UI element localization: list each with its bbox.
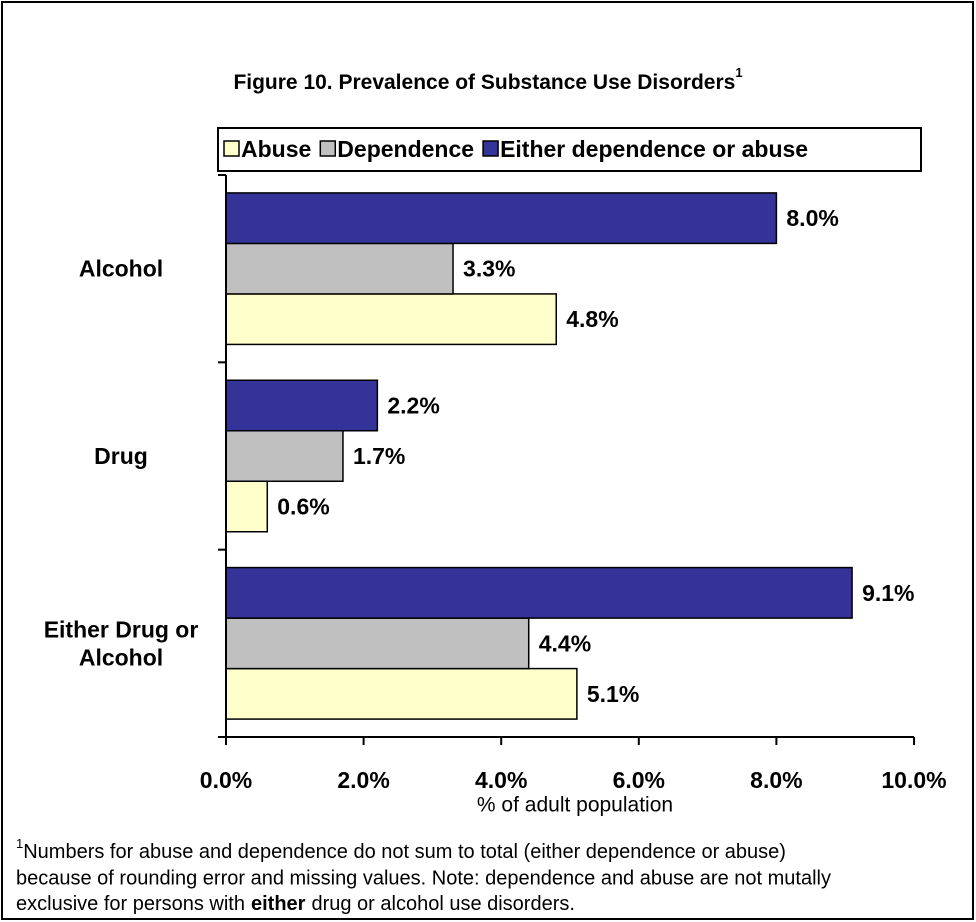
legend-swatch (482, 140, 499, 157)
footnote-marker: 1 (16, 836, 23, 851)
value-label: 8.0% (786, 205, 838, 231)
bar (225, 566, 853, 619)
value-label: 4.4% (539, 630, 591, 656)
bar (225, 617, 530, 670)
bar (225, 242, 454, 295)
footnote-text: exclusive for persons with (16, 893, 245, 915)
category-label-line: Drug (94, 443, 148, 469)
legend-label: Dependence (337, 136, 474, 162)
value-label: 5.1% (587, 681, 639, 707)
category-label-line: Either Drug or (44, 616, 199, 642)
footnote-line: exclusive for persons with either drug or … (16, 893, 575, 915)
legend-label: Either dependence or abuse (500, 136, 808, 162)
bar (225, 192, 778, 245)
category-label-line: Alcohol (79, 256, 163, 282)
bar (225, 293, 557, 346)
category-label: Alcohol (79, 256, 163, 282)
bar (225, 430, 344, 482)
legend-swatch (319, 140, 337, 157)
footnote-text: drug or alcohol use disorders. (311, 893, 574, 915)
value-label: 2.2% (387, 393, 439, 419)
value-label: 9.1% (862, 580, 914, 606)
footnote-text: Numbers for abuse and dependence do not … (23, 841, 786, 863)
x-tick-label: 4.0% (475, 767, 527, 793)
legend-swatch (223, 140, 240, 157)
title-text: Figure 10. Prevalence of Substance Use D… (233, 71, 735, 94)
value-label: 3.3% (463, 256, 515, 282)
x-tick-label: 8.0% (750, 767, 802, 793)
value-label: 4.8% (566, 306, 618, 332)
x-tick-label: 6.0% (613, 767, 665, 793)
value-label: 0.6% (277, 494, 329, 520)
value-label: 1.7% (353, 443, 405, 469)
category-label: Either Drug or Alcohol (44, 616, 199, 670)
bar (225, 667, 578, 720)
footnote-bold: either (251, 893, 306, 915)
chart-title: Figure 10. Prevalence of Substance Use D… (233, 65, 742, 93)
x-tick-label: 0.0% (200, 767, 252, 793)
category-label: Drug (94, 443, 148, 469)
bar (225, 379, 379, 432)
x-tick-label: 2.0% (337, 767, 389, 793)
footnote-line: 1Numbers for abuse and dependence do not… (16, 836, 786, 863)
x-axis-label: % of adult population (477, 794, 673, 817)
legend-label: Abuse (241, 136, 311, 162)
title-sup: 1 (735, 65, 742, 80)
x-tick-label: 10.0% (881, 767, 946, 793)
bar (225, 480, 269, 533)
category-label-line: Alcohol (79, 644, 163, 670)
footnote-line: because of rounding error and missing va… (16, 867, 831, 889)
